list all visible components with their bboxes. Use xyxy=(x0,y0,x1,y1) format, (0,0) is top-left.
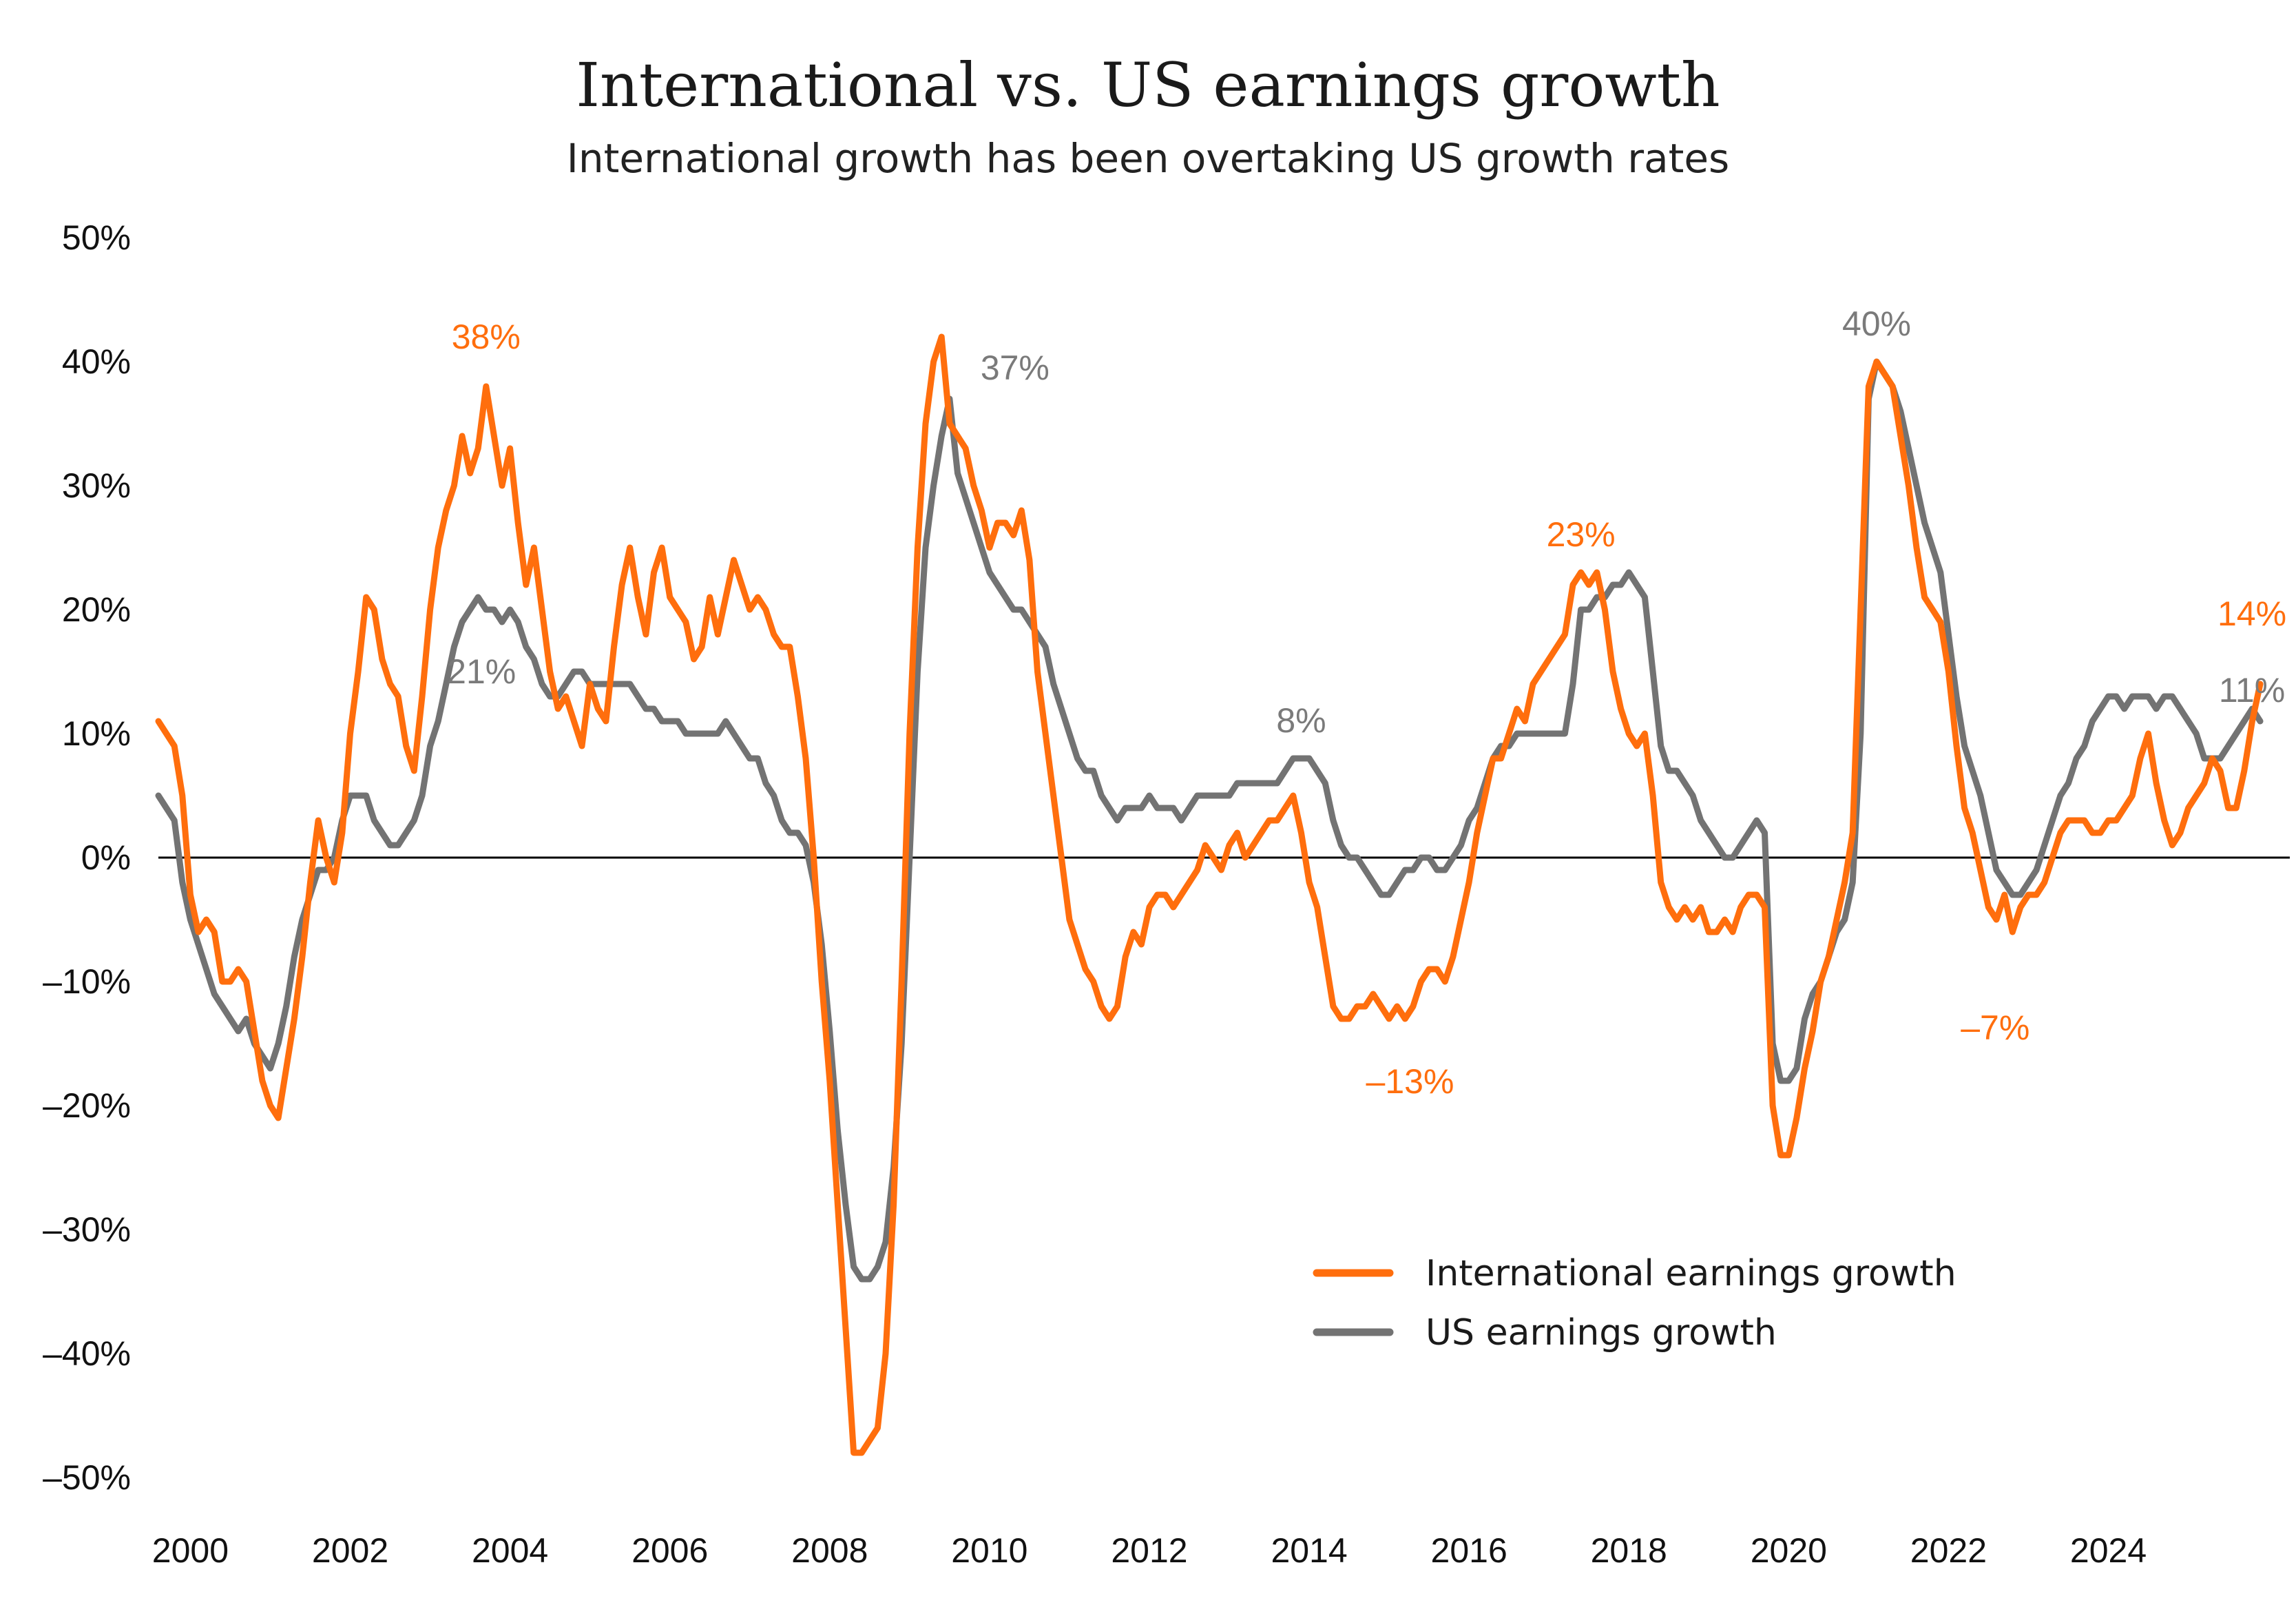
x-tick-label: 2006 xyxy=(632,1531,708,1570)
chart-subtitle: International growth has been overtaking… xyxy=(566,135,1730,182)
y-tick-label: 0% xyxy=(81,838,131,877)
x-tick-label: 2018 xyxy=(1591,1531,1667,1570)
x-tick-label: 2024 xyxy=(2070,1531,2147,1570)
y-tick-label: 10% xyxy=(62,714,131,753)
chart-title: International vs. US earnings growth xyxy=(576,50,1720,121)
y-tick-label: 30% xyxy=(62,466,131,505)
annotation-label: 11% xyxy=(2219,671,2285,709)
y-tick-label: –40% xyxy=(43,1334,131,1373)
annotation-label: –13% xyxy=(1366,1062,1454,1101)
annotation-label: 14% xyxy=(2217,594,2286,633)
x-tick-label: 2002 xyxy=(312,1531,388,1570)
annotation-label: 37% xyxy=(981,349,1050,387)
series-line-international-earnings-growth xyxy=(155,333,2264,1456)
x-tick-label: 2014 xyxy=(1271,1531,1347,1570)
annotation-label: –7% xyxy=(1961,1008,2029,1047)
y-tick-label: 20% xyxy=(62,590,131,629)
y-tick-label: –20% xyxy=(43,1086,131,1125)
legend-label-international-earnings-growth: International earnings growth xyxy=(1426,1253,1956,1294)
x-tick-label: 2010 xyxy=(951,1531,1027,1570)
annotation-label: 40% xyxy=(1842,304,1911,343)
legend: International earnings growth US earnings… xyxy=(1313,1253,1956,1354)
annotation-label: 23% xyxy=(1547,515,1616,554)
x-tick-label: 2008 xyxy=(791,1531,868,1570)
series-line-us-earnings-growth xyxy=(155,358,2264,1283)
x-tick-label: 2016 xyxy=(1431,1531,1507,1570)
data-annotations: 38% 21% 37% 8% –13% 23% 40% –7% 14% 11% xyxy=(447,304,2286,1101)
x-tick-label: 2012 xyxy=(1111,1531,1187,1570)
y-tick-label: –30% xyxy=(43,1210,131,1249)
annotation-label: 38% xyxy=(452,318,521,356)
y-tick-label: 40% xyxy=(62,342,131,381)
series-lines xyxy=(155,333,2264,1456)
annotation-label: 21% xyxy=(447,652,516,691)
annotation-label: 8% xyxy=(1276,701,1326,740)
x-tick-label: 2022 xyxy=(1910,1531,1987,1570)
y-axis-ticks: 50% 40% 30% 20% 10% 0% –10% –20% –30% –40% –50% xyxy=(43,218,131,1497)
legend-label-us-earnings-growth: US earnings growth xyxy=(1426,1312,1777,1354)
y-tick-label: –10% xyxy=(43,962,131,1001)
x-axis-ticks: 2000 2002 2004 2006 2008 2010 2012 2014 2016 2018… xyxy=(152,1531,2147,1570)
y-tick-label: 50% xyxy=(62,218,131,257)
x-tick-label: 2020 xyxy=(1751,1531,1827,1570)
x-tick-label: 2000 xyxy=(152,1531,229,1570)
x-tick-label: 2004 xyxy=(472,1531,548,1570)
y-tick-label: –50% xyxy=(43,1458,131,1497)
